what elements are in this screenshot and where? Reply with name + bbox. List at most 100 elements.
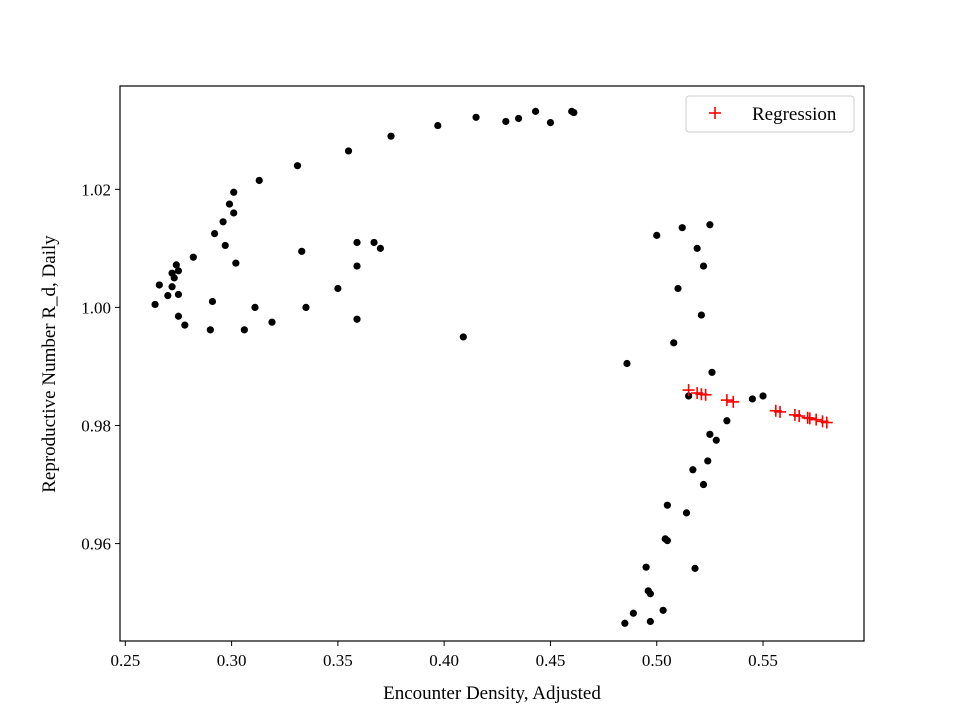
data-point — [706, 221, 714, 229]
regression-point — [820, 416, 833, 429]
data-point — [298, 247, 306, 255]
data-point — [189, 253, 197, 261]
data-point — [723, 417, 731, 425]
data-point — [334, 284, 342, 293]
data-point — [642, 563, 650, 571]
data-point — [232, 259, 240, 267]
data-point — [706, 430, 714, 438]
data-point — [210, 230, 219, 238]
data-point — [174, 267, 183, 275]
data-point — [708, 368, 716, 376]
data-points — [151, 107, 833, 627]
regression-point — [699, 388, 712, 401]
data-point — [748, 395, 757, 403]
data-point — [221, 241, 229, 250]
data-point — [472, 113, 480, 121]
regression-point — [803, 412, 816, 425]
data-point — [653, 231, 661, 239]
data-point — [663, 537, 671, 545]
data-point — [623, 359, 631, 368]
regression-point — [774, 405, 787, 418]
x-tick-label: 0.35 — [323, 651, 353, 670]
data-point — [174, 290, 183, 299]
x-tick-label: 0.30 — [217, 651, 247, 670]
regression-point — [793, 410, 806, 423]
y-axis-label: Reproductive Number R_d, Daily — [39, 235, 60, 493]
data-point — [459, 333, 467, 341]
plot-area — [119, 85, 865, 642]
x-tick-label: 0.45 — [536, 651, 566, 670]
data-point — [174, 312, 183, 320]
data-point — [678, 224, 686, 232]
data-point — [699, 480, 708, 489]
legend-box — [685, 95, 855, 133]
data-point — [353, 238, 361, 247]
data-point — [759, 392, 767, 400]
data-point — [659, 606, 667, 614]
data-point — [376, 244, 384, 252]
data-point — [434, 121, 442, 130]
data-point — [268, 318, 276, 326]
data-point — [251, 303, 259, 312]
x-tick-label: 0.50 — [642, 651, 672, 670]
data-point — [353, 262, 361, 270]
data-point — [387, 132, 395, 140]
data-point — [704, 457, 712, 465]
x-tick-label: 0.25 — [110, 651, 140, 670]
data-point — [225, 200, 234, 208]
data-point — [621, 619, 629, 627]
data-point — [293, 162, 302, 170]
legend-label-regression: Regression — [752, 104, 837, 125]
data-point — [155, 281, 163, 289]
data-point — [353, 315, 361, 323]
data-point — [670, 339, 678, 347]
data-point — [181, 321, 189, 329]
y-tick-label: 1.02 — [81, 180, 111, 199]
data-point — [206, 326, 214, 334]
x-tick-label: 0.40 — [429, 651, 459, 670]
data-point — [546, 119, 555, 127]
data-point — [712, 436, 720, 444]
data-point — [219, 218, 227, 226]
regression-point — [682, 384, 695, 397]
data-point — [168, 283, 176, 291]
data-point — [302, 303, 310, 312]
data-point — [691, 564, 699, 572]
data-point — [255, 176, 263, 185]
data-point — [663, 501, 671, 509]
data-point — [674, 284, 682, 293]
regression-point — [727, 395, 740, 408]
data-point — [514, 114, 523, 123]
data-point — [531, 107, 540, 115]
data-point — [570, 108, 578, 117]
data-point — [151, 300, 159, 309]
data-point — [170, 274, 178, 282]
data-point — [629, 609, 637, 617]
data-point — [370, 238, 378, 247]
data-point — [172, 261, 180, 269]
data-point — [230, 188, 238, 196]
data-point — [646, 617, 654, 626]
x-tick-label: 0.55 — [748, 651, 778, 670]
x-axis-label: Encounter Density, Adjusted — [383, 683, 601, 704]
regression-point — [720, 394, 733, 407]
regression-point — [810, 413, 823, 426]
data-point — [682, 509, 691, 517]
y-tick-label: 0.98 — [81, 416, 111, 435]
data-point — [164, 292, 172, 300]
legend: Regression — [685, 95, 855, 133]
legend-plus-marker-icon — [709, 107, 721, 119]
data-point — [693, 244, 701, 252]
axis-ticks: 0.25 0.30 0.35 0.40 0.45 0.50 0.55 0.96 0.98 1.00… — [81, 180, 778, 670]
data-point — [208, 297, 217, 306]
y-tick-label: 1.00 — [81, 298, 111, 317]
data-point — [344, 147, 353, 155]
y-tick-label: 0.96 — [81, 535, 111, 554]
data-point — [646, 590, 654, 598]
data-point — [699, 262, 708, 270]
data-point — [240, 326, 248, 334]
data-point — [697, 311, 705, 319]
data-point — [230, 209, 238, 217]
